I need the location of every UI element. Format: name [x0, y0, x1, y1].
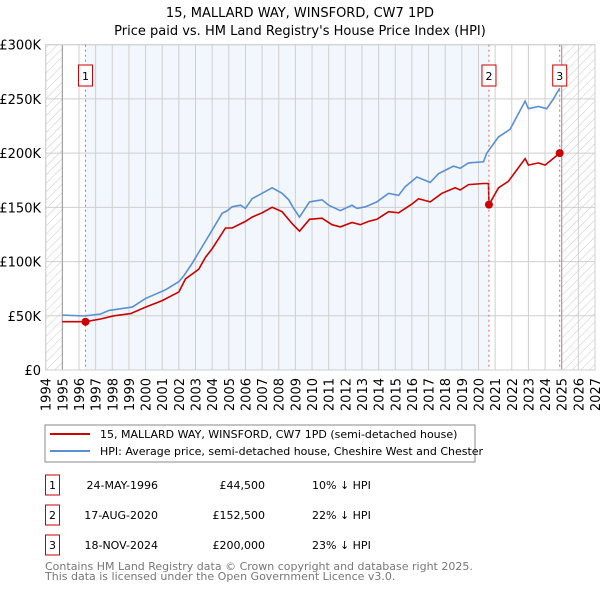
x-tick-label: 2014 — [373, 378, 388, 411]
property-price-line — [62, 152, 561, 323]
sale-label-box — [77, 64, 93, 87]
sales-table: 1 24-MAY-1996 £44,500 10% ↓ HPI 2 17-AUG-2020… — [45, 474, 371, 556]
row-number: 3 — [49, 539, 56, 552]
x-tick-label: 2010 — [306, 378, 321, 411]
x-tick-label: 2013 — [356, 378, 371, 411]
x-tick-label: 2002 — [173, 378, 188, 411]
x-tick-label: 2022 — [506, 378, 521, 411]
sale-point — [555, 149, 564, 158]
table-row: 2 17-AUG-2020 £152,500 22% ↓ HPI — [45, 504, 371, 526]
hpi-difference: 23% ↓ HPI — [312, 539, 371, 552]
chart-subtitle: Price paid vs. HM Land Registry's House … — [114, 24, 486, 39]
x-tick-label: 2015 — [389, 378, 404, 411]
footer-line-1: Contains HM Land Registry data © Crown c… — [45, 560, 473, 573]
sale-point — [484, 200, 493, 209]
sale-label-number: 3 — [556, 70, 563, 83]
legend: 15, MALLARD WAY, WINSFORD, CW7 1PD (semi… — [44, 424, 484, 463]
x-tick-label: 2027 — [589, 378, 600, 411]
x-tick-label: 2026 — [572, 378, 587, 411]
x-tick-label: 2004 — [206, 378, 221, 411]
x-tick-label: 2005 — [223, 378, 238, 411]
x-tick-label: 2023 — [522, 378, 537, 411]
legend-label-property: 15, MALLARD WAY, WINSFORD, CW7 1PD (semi… — [100, 428, 457, 441]
hpi-difference: 10% ↓ HPI — [312, 479, 371, 492]
chart-title: 15, MALLARD WAY, WINSFORD, CW7 1PD — [166, 6, 434, 21]
table-row: 3 18-NOV-2024 £200,000 23% ↓ HPI — [45, 534, 371, 556]
sale-point — [81, 317, 90, 326]
x-tick-label: 1997 — [90, 378, 105, 411]
x-tick-label: 2007 — [256, 378, 271, 411]
y-tick-label: £100K — [0, 256, 41, 271]
x-tick-label: 1998 — [106, 378, 121, 411]
sale-date: 17-AUG-2020 — [84, 509, 158, 522]
y-tick-label: £300K — [0, 39, 41, 54]
sale-label-box — [552, 64, 568, 87]
y-tick-label: £250K — [0, 93, 41, 108]
x-tick-label: 1999 — [123, 378, 138, 411]
sale-price: £44,500 — [220, 479, 266, 492]
plot-border — [45, 44, 596, 371]
sale-label-box — [481, 64, 497, 87]
x-tick-label: 2006 — [239, 378, 254, 411]
row-number: 1 — [49, 479, 56, 492]
x-tick-label: 2009 — [289, 378, 304, 411]
row-number: 2 — [49, 509, 56, 522]
x-tick-label: 2019 — [456, 378, 471, 411]
x-tick-label: 1996 — [73, 378, 88, 411]
footer-line-2: This data is licensed under the Open Gov… — [44, 570, 395, 583]
sale-date: 24-MAY-1996 — [86, 479, 158, 492]
y-tick-label: £50K — [8, 310, 42, 325]
x-tick-label: 2024 — [539, 378, 554, 411]
sale-price: £200,000 — [213, 539, 266, 552]
row-number-box — [45, 504, 60, 526]
x-tick-label: 2021 — [489, 378, 504, 411]
y-tick-label: £200K — [0, 147, 41, 162]
row-number-box — [45, 474, 60, 496]
x-tick-label: 2025 — [556, 378, 571, 411]
row-number-box — [45, 534, 60, 556]
hpi-line — [62, 87, 561, 317]
legend-label-hpi: HPI: Average price, semi-detached house,… — [100, 445, 484, 458]
y-tick-label: £0 — [24, 364, 41, 379]
x-tick-label: 2018 — [439, 378, 454, 411]
x-tick-label: 2001 — [156, 378, 171, 411]
x-tick-label: 1995 — [56, 378, 71, 411]
x-tick-label: 2003 — [190, 378, 205, 411]
x-tick-label: 2012 — [339, 378, 354, 411]
x-tick-label: 2011 — [323, 378, 338, 411]
sale-date: 18-NOV-2024 — [84, 539, 158, 552]
x-tick-label: 2000 — [140, 378, 155, 411]
x-tick-label: 2020 — [472, 378, 487, 411]
x-tick-label: 2008 — [273, 378, 288, 411]
table-row: 1 24-MAY-1996 £44,500 10% ↓ HPI — [45, 474, 371, 496]
sale-price: £152,500 — [213, 509, 266, 522]
sale-label-number: 2 — [485, 70, 492, 83]
sale-label-number: 1 — [82, 70, 89, 83]
x-tick-label: 2017 — [423, 378, 438, 411]
hpi-difference: 22% ↓ HPI — [312, 509, 371, 522]
y-tick-label: £150K — [0, 201, 41, 216]
x-tick-label: 2016 — [406, 378, 421, 411]
x-tick-label: 1994 — [40, 378, 55, 411]
